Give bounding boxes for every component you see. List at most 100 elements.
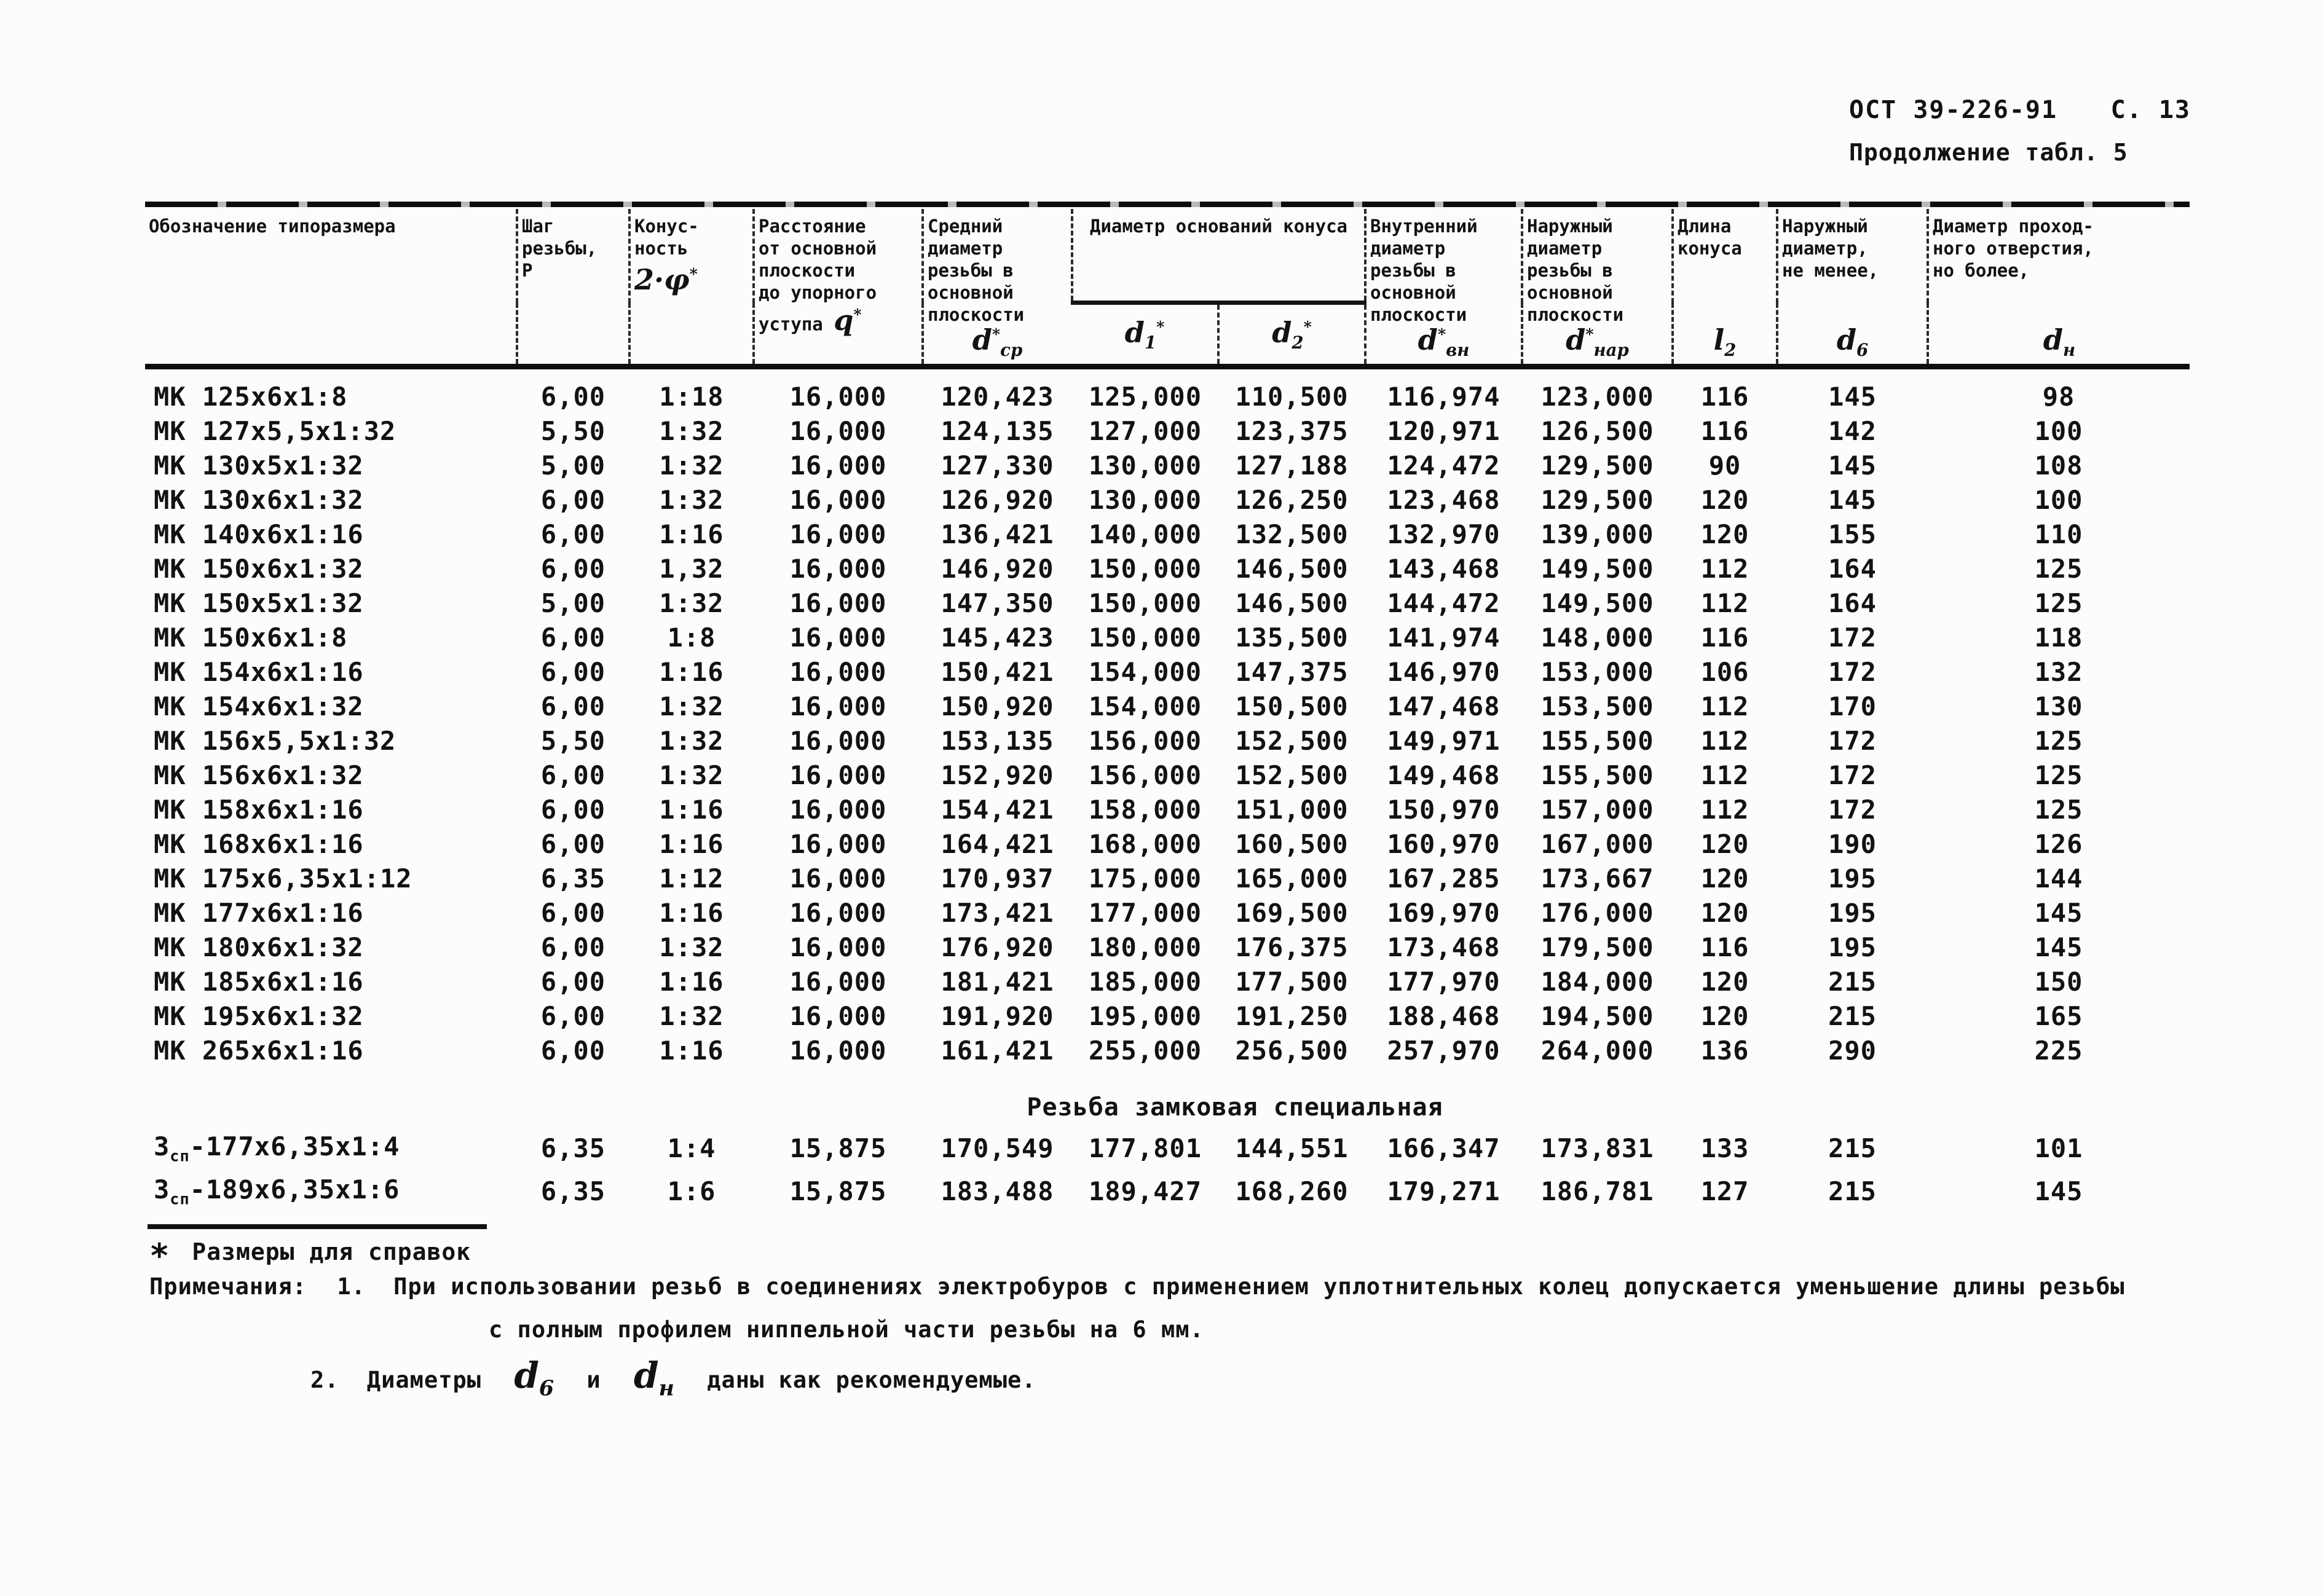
- table-cell-value: 123,468: [1387, 484, 1501, 515]
- table-cell-value: 126: [2034, 828, 2083, 859]
- note-1-text: При использовании резьб в соединениях эл…: [393, 1273, 2125, 1300]
- table-cell-value: 16,000: [789, 828, 887, 859]
- table-row: МК 177х6х1:16 6,00 1:16 16,000 173,421 177,00…: [145, 895, 2190, 930]
- table-cell-value: 215: [1828, 1133, 1877, 1163]
- header-cell-10: Наружный диаметр, не менее, d6: [1776, 209, 1928, 369]
- header-label: Конус- ность: [634, 216, 699, 259]
- table-cell-value: 173,421: [941, 897, 1054, 928]
- table-cell-value: 139,000: [1540, 519, 1654, 549]
- cell-designation: МК 195х6х1:32: [154, 1000, 364, 1031]
- table-row: МК 154х6х1:32 6,00 1:32 16,000 150,920 154,00…: [145, 689, 2190, 723]
- symbol-sup: *: [1156, 317, 1165, 336]
- header-cell-8: Наружный диаметр резьбы в основной плоск…: [1521, 209, 1673, 369]
- table-cell-value: 116: [1700, 622, 1749, 653]
- column-symbol: q*: [834, 304, 861, 337]
- cell-designation: МК 150х6х1:32: [154, 553, 364, 584]
- table-cell-value: 177,970: [1387, 966, 1501, 997]
- table-cell-value: 160,970: [1387, 828, 1501, 859]
- symbol-base: d: [1272, 315, 1292, 349]
- table-cell-value: 133: [1700, 1133, 1749, 1163]
- table-cell-value: 165: [2034, 1000, 2083, 1031]
- table-cell-value: 126,920: [941, 484, 1054, 515]
- table-cell-value: 6,00: [540, 519, 606, 549]
- table-cell-value: 146,920: [941, 553, 1054, 584]
- table-cell-value: 120: [1700, 484, 1749, 515]
- table-cell-value: 1:32: [659, 1000, 724, 1031]
- table-cell-value: 180,000: [1088, 932, 1202, 962]
- table-cell-value: 173,468: [1387, 932, 1501, 962]
- table-cell-value: 1:16: [659, 828, 724, 859]
- header-label: Расстояние от основной плоскости до упор…: [759, 216, 877, 337]
- note-2-prefix: Диаметры: [366, 1367, 482, 1393]
- symbol-sup: *: [1585, 324, 1594, 344]
- table-row: МК 125х6х1:8 6,00 1:18 16,000 120,423 125,000…: [145, 367, 2190, 414]
- table-cell-value: 116: [1700, 932, 1749, 962]
- cell-designation: МК 130х5х1:32: [154, 450, 364, 481]
- header-label: Длина конуса: [1678, 216, 1742, 259]
- header-cell-3: Расстояние от основной плоскости до упор…: [752, 209, 923, 369]
- symbol-sub: ср: [1000, 340, 1023, 360]
- table-cell-value: 6,00: [540, 760, 606, 790]
- table-cell-value: 6,00: [540, 966, 606, 997]
- header-subcell-d2: d2*: [1217, 302, 1365, 369]
- table-cell-value: 155: [1828, 519, 1877, 549]
- special-thread-row: Зсп-189х6,35х1:6 6,35 1:6 15,875 183,488 189,…: [145, 1169, 2190, 1213]
- table-cell-value: 1:4: [667, 1133, 716, 1163]
- table-cell-value: 172: [1828, 760, 1877, 790]
- header-label: Шаг резьбы, Р: [522, 216, 598, 281]
- table-cell-value: 129,500: [1540, 450, 1654, 481]
- table-cell-value: 177,000: [1088, 897, 1202, 928]
- table-cell-value: 6,00: [540, 897, 606, 928]
- table-cell-value: 6,35: [540, 863, 606, 894]
- symbol-base: d: [2043, 323, 2064, 356]
- symbol-base: d: [1418, 323, 1438, 356]
- table-cell-value: 5,00: [540, 588, 606, 618]
- column-symbol: d*нар: [1566, 323, 1629, 360]
- table-cell-value: 164: [1828, 588, 1877, 618]
- table-cell-value: 167,000: [1540, 828, 1654, 859]
- table-cell-value: 175,000: [1088, 863, 1202, 894]
- table-row: МК 140х6х1:16 6,00 1:16 16,000 136,421 140,00…: [145, 517, 2190, 551]
- table-cell-value: 150,500: [1235, 691, 1349, 721]
- table-cell-value: 101: [2034, 1133, 2083, 1163]
- symbol-base: q: [834, 304, 854, 337]
- notes-label: Примечания:: [149, 1273, 307, 1300]
- table-cell-value: 194,500: [1540, 1000, 1654, 1031]
- cell-designation: Зсп-177х6,35х1:4: [145, 1126, 517, 1169]
- header-label: Наружный диаметр резьбы в основной плоск…: [1527, 216, 1624, 325]
- symbol-base: d: [972, 323, 992, 356]
- table-cell-value: 155,500: [1540, 725, 1654, 756]
- column-symbol: 2·φ*: [634, 263, 698, 296]
- symbol-base: d: [1566, 323, 1586, 356]
- header-cell-4: Средний диаметр резьбы в основной плоско…: [921, 209, 1072, 369]
- table-cell-value: 15,875: [789, 1176, 887, 1206]
- table-cell-value: 168,260: [1235, 1176, 1349, 1206]
- table-cell-value: 149,971: [1387, 725, 1501, 756]
- table-cell-value: 150,000: [1088, 622, 1202, 653]
- symbol-base: d: [1836, 323, 1856, 356]
- table-cell-value: 116: [1700, 415, 1749, 446]
- header-subcell-d1: d1*: [1072, 302, 1218, 369]
- column-symbol: d1*: [1125, 316, 1165, 353]
- table-cell-value: 141,974: [1387, 622, 1501, 653]
- table-cell-value: 116: [1700, 381, 1749, 412]
- table-cell-value: 106: [1700, 656, 1749, 687]
- table-cell-value: 90: [1708, 450, 1741, 481]
- table-row: МК 154х6х1:16 6,00 1:16 16,000 150,421 154,00…: [145, 655, 2190, 689]
- symbol-sub: вн: [1446, 340, 1470, 360]
- table-cell-value: 120: [1700, 863, 1749, 894]
- symbol-sub: 6: [1856, 340, 1869, 360]
- table-cell-value: 155,500: [1540, 760, 1654, 790]
- table-cell-value: 161,421: [941, 1035, 1054, 1066]
- table-cell-value: 1:32: [659, 760, 724, 790]
- asterisk-mark: *: [149, 1236, 170, 1275]
- table-cell-value: 1:16: [659, 656, 724, 687]
- note-2-number: 2.: [310, 1367, 339, 1393]
- table-cell-value: 169,500: [1235, 897, 1349, 928]
- d6-symbol: d6: [514, 1354, 554, 1401]
- table-cell-value: 176,920: [941, 932, 1054, 962]
- table-cell-value: 149,500: [1540, 588, 1654, 618]
- table-cell-value: 110: [2034, 519, 2083, 549]
- table-row: МК 265х6х1:16 6,00 1:16 16,000 161,421 255,00…: [145, 1033, 2190, 1067]
- symbol-sub: 6: [538, 1375, 554, 1401]
